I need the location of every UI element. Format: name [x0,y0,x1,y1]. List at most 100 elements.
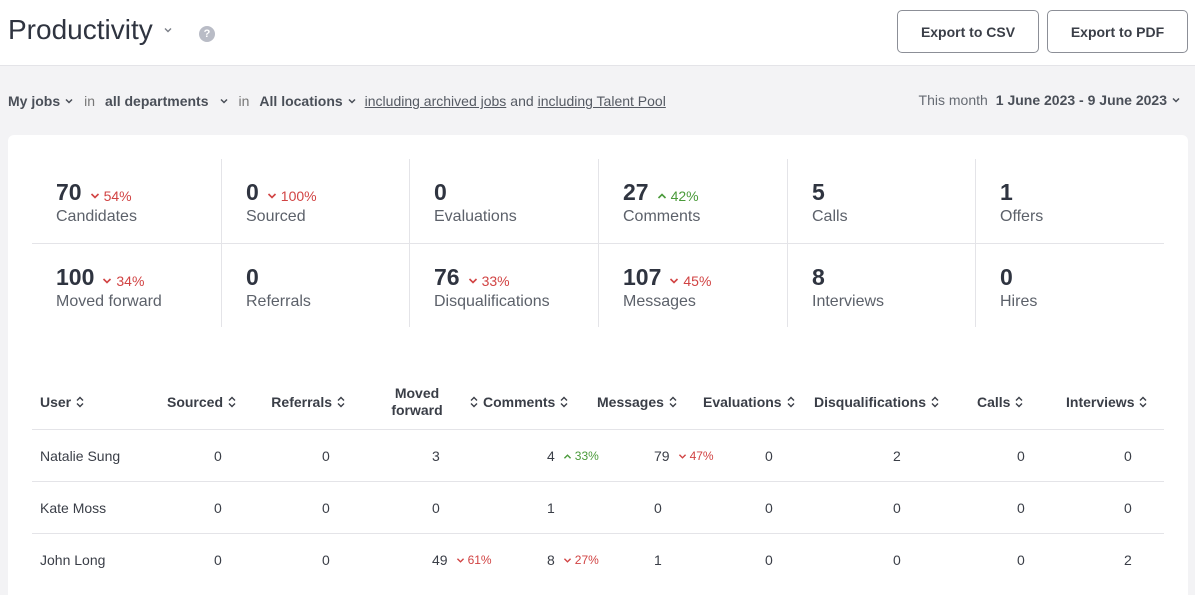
export-csv-button[interactable]: Export to CSV [897,10,1039,53]
stat-value: 1 [1000,179,1164,206]
cell-value: 0 [893,500,901,516]
sort-icon [560,396,568,408]
stat-label: Messages [623,293,696,310]
period-selector[interactable]: This month 1 June 2023 - 9 June 2023 [919,92,1181,108]
cell-user: Kate Moss [40,500,107,516]
jobs-filter[interactable]: My jobs [8,93,74,109]
col-header-label: Referrals [271,394,332,410]
departments-filter[interactable]: all departments [105,93,228,109]
cell-value: 0 [322,552,330,568]
stat-delta: 54% [90,188,132,204]
cell-value: 0 [1017,448,1025,464]
col-header-comments[interactable]: Comments [470,375,568,429]
col-header-calls[interactable]: Calls [977,375,1023,429]
stat-value: 0 [434,179,598,206]
sort-icon [337,396,345,408]
stat-number: 1 [1000,179,1013,205]
cell-value: 0 [765,448,773,464]
col-header-moved-forward[interactable]: Moved forward [382,375,452,429]
stat-delta: 34% [102,273,144,289]
stat-messages: 107 45% Messages [599,244,787,328]
stat-label: Candidates [56,208,137,225]
cell-referrals: 0 [322,430,330,482]
stat-number: 76 [434,264,460,290]
col-header-evaluations[interactable]: Evaluations [703,375,795,429]
help-icon[interactable]: ? [199,26,215,42]
sort-icon [1139,396,1147,408]
cell-delta-text: 61% [467,553,492,567]
stat-value: 0 [246,264,409,291]
export-pdf-button[interactable]: Export to PDF [1047,10,1188,53]
cell-value: 0 [765,500,773,516]
report-card: 70 54% Candidates 0 100% Sourced 0 Evaluations 2… [8,135,1188,595]
cell-interviews: 0 [1124,430,1132,482]
cell-value: 0 [1017,500,1025,516]
stat-delta-text: 33% [481,273,510,289]
cell-value: 49 [432,552,448,568]
col-header-label: Comments [483,394,556,410]
col-header-interviews[interactable]: Interviews [1066,375,1147,429]
cell-calls: 0 [1017,430,1025,482]
cell-value: 79 [654,448,670,464]
cell-delta-text: 33% [574,449,599,463]
archived-jobs-toggle[interactable]: including archived jobs [364,93,507,109]
period-range-text: 1 June 2023 - 9 June 2023 [995,92,1167,108]
stat-delta-text: 54% [103,188,132,204]
cell-user: Natalie Sung [40,448,121,464]
col-header-label: Messages [597,394,664,410]
sort-icon [669,396,677,408]
stat-delta-text: 42% [670,188,699,204]
cell-delta: 47% [678,449,714,463]
col-header-label: Evaluations [703,394,782,410]
sort-icon [76,396,84,408]
arrow-down-icon [267,193,276,199]
page-title-text: Productivity [8,14,153,45]
locations-filter[interactable]: All locations [259,93,356,109]
cell-value: 1 [547,500,555,516]
stat-number: 107 [623,264,662,290]
cell-user: John Long [40,552,106,568]
col-header-user[interactable]: User [40,375,84,429]
stat-number: 0 [246,264,259,290]
stat-value: 5 [812,179,975,206]
stat-label: Referrals [246,293,311,310]
cell-value: 0 [893,552,901,568]
stat-label: Comments [623,208,701,225]
stat-sourced: 0 100% Sourced [222,159,409,243]
cell-interviews: 2 [1124,534,1132,586]
col-header-messages[interactable]: Messages [597,375,677,429]
stat-value: 0 100% [246,179,409,206]
cell-disqualifications: 0 [893,534,901,586]
cell-value: 1 [654,552,662,568]
table-row[interactable]: Kate Moss 0 0 0 1 0 0 0 0 0 [32,481,1164,533]
sort-icon [1015,396,1023,408]
col-header-referrals[interactable]: Referrals [244,375,345,429]
table-row[interactable]: Natalie Sung 0 0 3 4 33% 79 47% 0 2 0 0 [32,429,1164,481]
cell-delta-text: 27% [574,553,599,567]
table-row[interactable]: John Long 0 0 49 61% 8 27% 1 0 0 0 2 [32,533,1164,585]
cell-comments: 8 27% [547,534,599,586]
arrow-down-icon [90,193,99,199]
col-header-sourced[interactable]: Sourced [142,375,236,429]
in-text: in [238,93,250,109]
page-title[interactable]: Productivity [8,14,173,46]
sort-icon [470,396,478,408]
cell-value: 0 [1124,500,1132,516]
col-header-label-line2: forward [391,402,443,418]
stat-number: 0 [246,179,259,205]
talent-pool-toggle[interactable]: including Talent Pool [537,93,666,109]
sort-icon [931,396,939,408]
chevron-down-icon [219,98,228,104]
stat-delta: 33% [468,273,510,289]
stat-evaluations: 0 Evaluations [410,159,598,243]
stat-value: 8 [812,264,975,291]
stat-value: 70 54% [56,179,221,206]
col-header-disqualifications[interactable]: Disqualifications [814,375,939,429]
period-label: This month [918,92,988,108]
stat-value: 100 34% [56,264,221,291]
cell-referrals: 0 [322,482,330,534]
cell-messages: 1 [654,534,662,586]
stat-label: Disqualifications [434,293,550,310]
col-header-label-line1: Moved [394,385,440,401]
stat-disqualifications: 76 33% Disqualifications [410,244,598,328]
